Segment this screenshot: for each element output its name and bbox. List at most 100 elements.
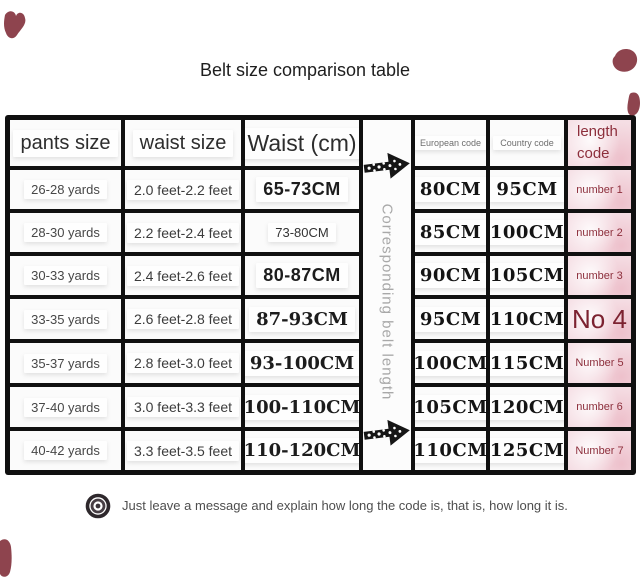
table-cell: 33-35 yards [10,299,121,339]
table-cell: 93-100CM [245,343,359,383]
cell-text: Number 7 [575,444,624,457]
cell-text: 87-93CM [249,306,355,332]
cell-text: number 1 [576,183,623,196]
header-label: European code [415,136,486,150]
red-stamp-mark-right-edge [627,92,640,116]
header-european-code: European code [415,120,486,166]
header-label: Waist (cm) [245,127,359,159]
header-label: Country code [493,136,561,150]
corresponding-belt-length-column: Corresponding belt length [363,120,411,470]
table-cell: 125CM [490,431,564,470]
cell-text: 93-100CM [245,350,359,376]
table-cell: 105CM [490,256,564,295]
table-cell: 2.8 feet-3.0 feet [125,343,241,383]
header-waist-size: waist size [125,120,241,166]
table-cell: 40-42 yards [10,431,121,470]
cell-text: 85CM [415,220,486,245]
table-cell: 105CM [415,387,486,427]
table-cell-length-code: Number 7 [568,431,631,470]
table-cell-length-code: number 2 [568,213,631,252]
table-cell: 110-120CM [245,431,359,470]
table-cell: 120CM [490,387,564,427]
table-cell: 85CM [415,213,486,252]
red-stamp-mark-top-right [612,48,638,72]
header-label: waist size [132,129,234,157]
cell-text: 35-37 yards [24,353,107,373]
cell-text: 110-120CM [245,438,359,463]
table-cell-length-code: number 3 [568,256,631,295]
cell-text: 95CM [415,306,486,332]
cell-text: 125CM [490,438,564,463]
footer-note: Just leave a message and explain how lon… [122,498,568,513]
table-cell: 80CM [415,170,486,209]
cell-text: 2.4 feet-2.6 feet [126,265,240,286]
cell-text: 115CM [490,350,564,376]
table-cell: 2.2 feet-2.4 feet [125,213,241,252]
table-cell: 100CM [490,213,564,252]
table-cell: 3.3 feet-3.5 feet [125,431,241,470]
right-arrow-icon [363,419,410,446]
cell-text: number 6 [576,401,623,413]
table-cell: 100CM [415,343,486,383]
table-cell-length-code: Number 5 [568,343,631,383]
table-cell-length-code: No 4 [568,299,631,339]
cell-text: 80CM [415,177,486,202]
cell-text: number 2 [576,226,623,239]
cell-text: 65-73CM [256,177,348,202]
header-waist-cm: Waist (cm) [245,120,359,166]
table-cell: 35-37 yards [10,343,121,383]
table-cell: 95CM [415,299,486,339]
table-cell: 2.0 feet-2.2 feet [125,170,241,209]
cell-text: 33-35 yards [24,309,107,329]
cell-text: No 4 [572,303,627,334]
header-country-code: Country code [490,120,564,166]
vertical-column-label: Corresponding belt length [378,203,396,401]
table-cell: 80-87CM [245,256,359,295]
header-label: pants size [13,129,118,157]
cell-text: 26-28 yards [24,180,107,199]
cell-text: 30-33 yards [24,266,107,285]
table-cell: 65-73CM [245,170,359,209]
table-cell: 100-110CM [245,387,359,427]
cell-text: 37-40 yards [24,397,107,417]
cell-text: Number 5 [575,357,624,369]
table-cell: 110CM [415,431,486,470]
cell-text: 3.3 feet-3.5 feet [126,440,240,461]
cell-text: number 3 [576,269,623,282]
cell-text: 90CM [415,263,486,288]
cell-text: 2.8 feet-3.0 feet [126,353,240,373]
header-length-code: length code [568,120,631,166]
rainbow-badge-icon [85,493,111,519]
cell-text: 28-30 yards [24,223,107,242]
cell-text: 95CM [490,177,564,202]
cell-text: 2.0 feet-2.2 feet [126,179,240,200]
table-cell: 30-33 yards [10,256,121,295]
cell-text: 3.0 feet-3.3 feet [126,397,240,417]
cell-text: 110CM [415,438,486,463]
table-cell: 73-80CM [245,213,359,252]
table-cell-length-code: number 1 [568,170,631,209]
cell-text: 80-87CM [256,263,348,288]
table-cell: 26-28 yards [10,170,121,209]
table-cell: 87-93CM [245,299,359,339]
cell-text: 105CM [490,263,564,288]
table-cell-length-code: number 6 [568,387,631,427]
cell-text: 73-80CM [268,223,336,242]
cell-text: 105CM [415,394,486,420]
table-cell: 2.4 feet-2.6 feet [125,256,241,295]
table-cell: 115CM [490,343,564,383]
cell-text: 100CM [415,350,486,376]
cell-text: 120CM [490,394,564,420]
header-pants-size: pants size [10,120,121,166]
right-arrow-icon [363,152,410,179]
table-cell: 3.0 feet-3.3 feet [125,387,241,427]
table-cell: 90CM [415,256,486,295]
cell-text: 2.6 feet-2.8 feet [126,309,240,329]
cell-text: 40-42 yards [24,441,107,460]
table-cell: 28-30 yards [10,213,121,252]
red-stamp-mark-bottom-left [0,539,12,577]
cell-text: 100CM [490,220,564,245]
header-label: length code [577,123,618,162]
cell-text: 100-110CM [245,394,359,420]
